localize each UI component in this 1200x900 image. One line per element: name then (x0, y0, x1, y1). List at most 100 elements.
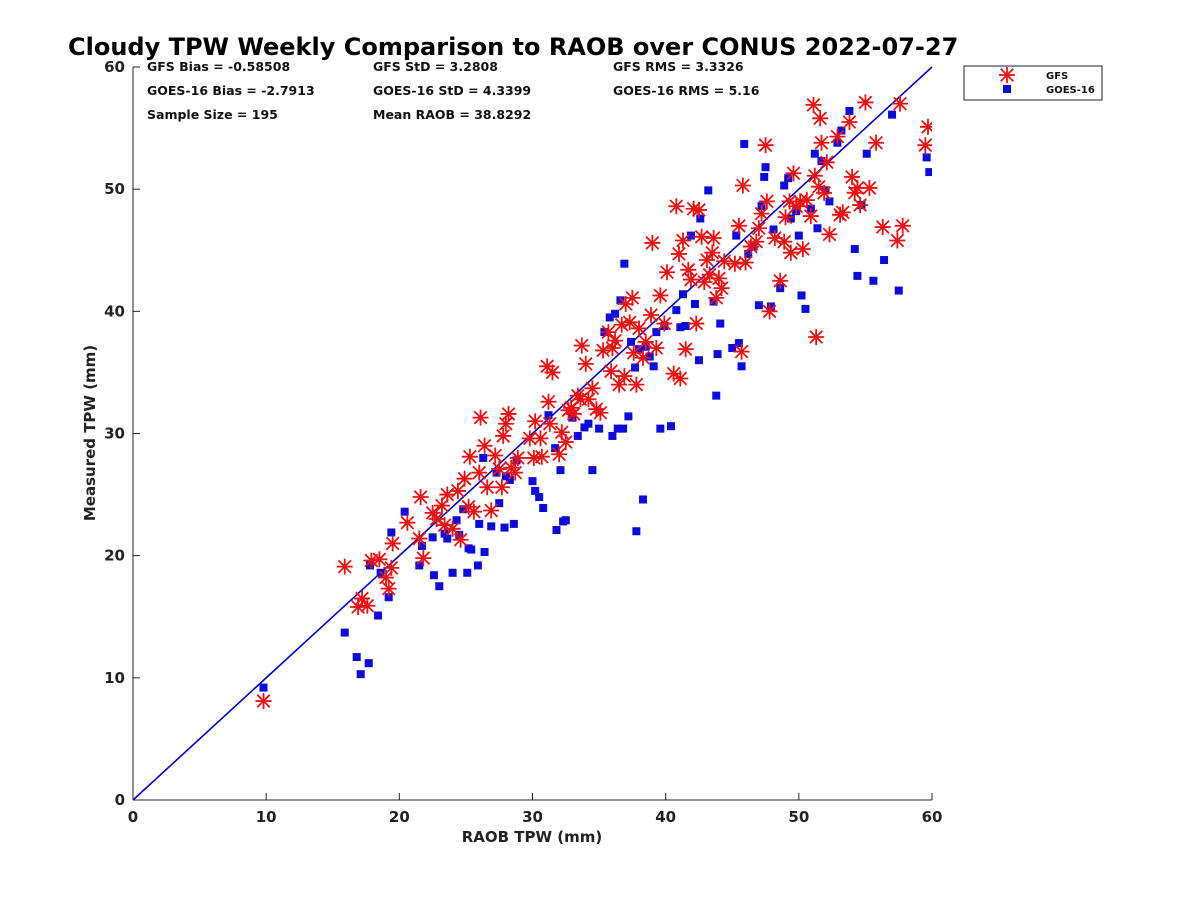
gfs-point (399, 514, 416, 531)
goes16-point (696, 214, 705, 223)
gfs-point (456, 470, 473, 487)
goes16-point (552, 526, 561, 535)
gfs-point (844, 168, 861, 185)
goes16-point (443, 534, 452, 543)
goes16-point (561, 516, 570, 525)
gfs-point (363, 552, 380, 569)
goes16-point (639, 495, 648, 504)
goes16-point (417, 541, 426, 550)
gfs-point (753, 205, 770, 222)
goes16-point (794, 231, 803, 240)
gfs-point (805, 96, 822, 113)
gfs-point (439, 486, 456, 503)
gfs-point (834, 204, 851, 221)
gfs-point (521, 430, 538, 447)
goes16-point (374, 611, 383, 620)
gfs-point (495, 427, 512, 444)
gfs-point (565, 405, 582, 422)
stat-label: GFS Bias = -0.58508 (147, 59, 290, 74)
goes16-point (608, 431, 617, 440)
y-ticks: 0 10 20 30 40 50 60 (104, 58, 140, 809)
goes16-point (429, 571, 438, 580)
gfs-point (487, 447, 504, 464)
x-tick-label: 10 (256, 808, 277, 826)
gfs-point (802, 208, 819, 225)
gfs-point (616, 368, 633, 385)
stat-label: GOES-16 StD = 4.3399 (373, 83, 531, 98)
gfs-point (493, 479, 510, 496)
gfs-point (380, 580, 397, 597)
gfs-point (449, 482, 466, 499)
gfs-point (452, 531, 469, 548)
gfs-point (785, 165, 802, 182)
gfs-point (595, 342, 612, 359)
goes16-point (624, 412, 633, 421)
goes16-point (619, 424, 628, 433)
goes16-point (666, 422, 675, 431)
goes16-point (888, 110, 897, 119)
axes: 0 10 20 30 40 50 60 0 10 20 30 40 50 60 (104, 58, 942, 826)
gfs-point (705, 230, 722, 247)
goes16-point (568, 413, 577, 422)
goes16-point (686, 231, 695, 240)
gfs-point (371, 551, 388, 568)
gfs-point (798, 192, 815, 209)
gfs-point (821, 226, 838, 243)
x-tick-label: 40 (655, 808, 676, 826)
gfs-point (816, 184, 833, 201)
x-tick-label: 0 (128, 808, 138, 826)
goes16-point (853, 271, 862, 280)
gfs-point (500, 405, 517, 422)
goes16-point (573, 431, 582, 440)
gfs-point (868, 134, 885, 151)
data-points (255, 94, 932, 710)
goes16-point (761, 163, 770, 172)
goes16-point (880, 256, 889, 265)
y-tick-label: 60 (104, 58, 125, 76)
stat-label: GFS RMS = 3.3326 (613, 59, 744, 74)
gfs-point (861, 179, 878, 196)
gfs-point (758, 193, 775, 210)
stat-label: GOES-16 Bias = -2.7913 (147, 83, 315, 98)
gfs-point (644, 234, 661, 251)
goes16-point (631, 363, 640, 372)
goes16-point (635, 345, 644, 354)
gfs-point (603, 363, 620, 380)
gfs-point (670, 245, 687, 262)
goes16-point (452, 516, 461, 525)
gfs-point (813, 134, 830, 151)
identity-line (132, 66, 933, 801)
stat-label: Mean RAOB = 38.8292 (373, 107, 531, 122)
gfs-point (656, 315, 673, 332)
goes16-point (894, 286, 903, 295)
gfs-point (674, 232, 691, 249)
goes16-point (459, 505, 468, 514)
stat-label: GFS StD = 3.2808 (373, 59, 498, 74)
gfs-point (841, 113, 858, 130)
goes16-point (656, 424, 665, 433)
gfs-point (737, 254, 754, 271)
goes16-point (925, 168, 932, 177)
x-tick-label: 30 (522, 808, 543, 826)
gfs-point (411, 530, 428, 547)
goes16-point (352, 653, 361, 662)
goes16-point (479, 453, 488, 462)
goes16-point (455, 530, 464, 539)
gfs-point (628, 376, 645, 393)
gfs-point (812, 110, 829, 127)
gfs-point (772, 272, 789, 289)
goes16-point (509, 519, 518, 528)
y-tick-label: 10 (104, 669, 125, 687)
gfs-point (829, 128, 846, 145)
gfs-point (696, 274, 713, 291)
gfs-point (708, 289, 725, 306)
goes16-point (850, 245, 859, 254)
gfs-point (643, 306, 660, 323)
gfs-point (573, 337, 590, 354)
goes16-point (544, 411, 553, 420)
gfs-point (533, 448, 550, 465)
goes16-point (463, 568, 472, 577)
y-tick-label: 20 (104, 547, 125, 565)
goes16-point (681, 321, 690, 330)
gfs-point (713, 280, 730, 297)
